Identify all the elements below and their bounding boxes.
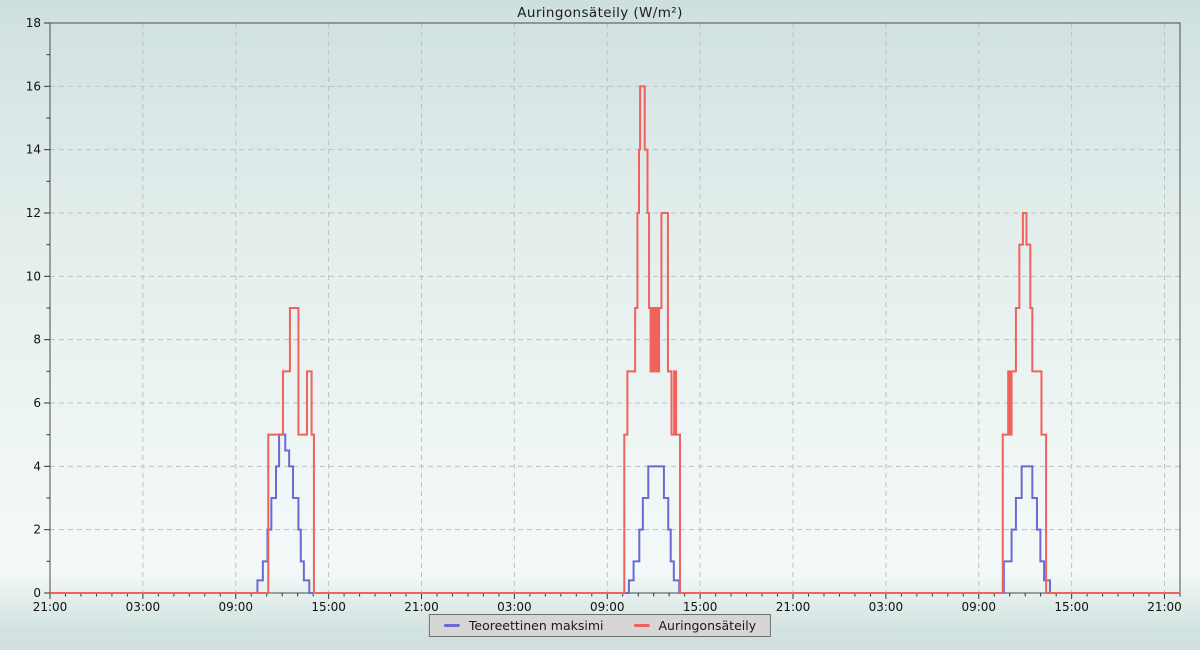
svg-text:12: 12 [26,206,41,220]
svg-text:10: 10 [26,269,41,283]
legend-swatch-red-icon [633,624,650,627]
svg-text:18: 18 [26,16,41,30]
svg-text:15:00: 15:00 [1054,600,1089,614]
svg-text:21:00: 21:00 [404,600,439,614]
svg-text:0: 0 [33,586,41,600]
svg-text:21:00: 21:00 [776,600,811,614]
legend-label-auringonsateily: Auringonsäteily [658,618,757,633]
svg-text:09:00: 09:00 [218,600,253,614]
svg-text:6: 6 [33,396,41,410]
legend-swatch-blue-icon [443,624,460,627]
svg-text:03:00: 03:00 [869,600,904,614]
svg-text:03:00: 03:00 [497,600,532,614]
svg-text:21:00: 21:00 [1147,600,1182,614]
legend-item-teoreettinen-maksimi: Teoreettinen maksimi [443,618,604,633]
svg-text:8: 8 [33,333,41,347]
chart-title: Auringonsäteily (W/m²) [517,5,683,21]
svg-text:4: 4 [33,459,41,473]
svg-text:16: 16 [26,79,41,93]
svg-text:15:00: 15:00 [311,600,346,614]
svg-text:14: 14 [26,143,41,157]
legend-label-teoreettinen-maksimi: Teoreettinen maksimi [468,618,604,633]
legend: Teoreettinen maksimi Auringonsäteily [428,614,772,637]
svg-text:2: 2 [33,523,41,537]
svg-text:09:00: 09:00 [961,600,996,614]
legend-item-auringonsateily: Auringonsäteily [633,618,756,633]
svg-text:03:00: 03:00 [126,600,161,614]
svg-text:09:00: 09:00 [590,600,625,614]
svg-text:21:00: 21:00 [33,600,68,614]
svg-text:15:00: 15:00 [683,600,718,614]
